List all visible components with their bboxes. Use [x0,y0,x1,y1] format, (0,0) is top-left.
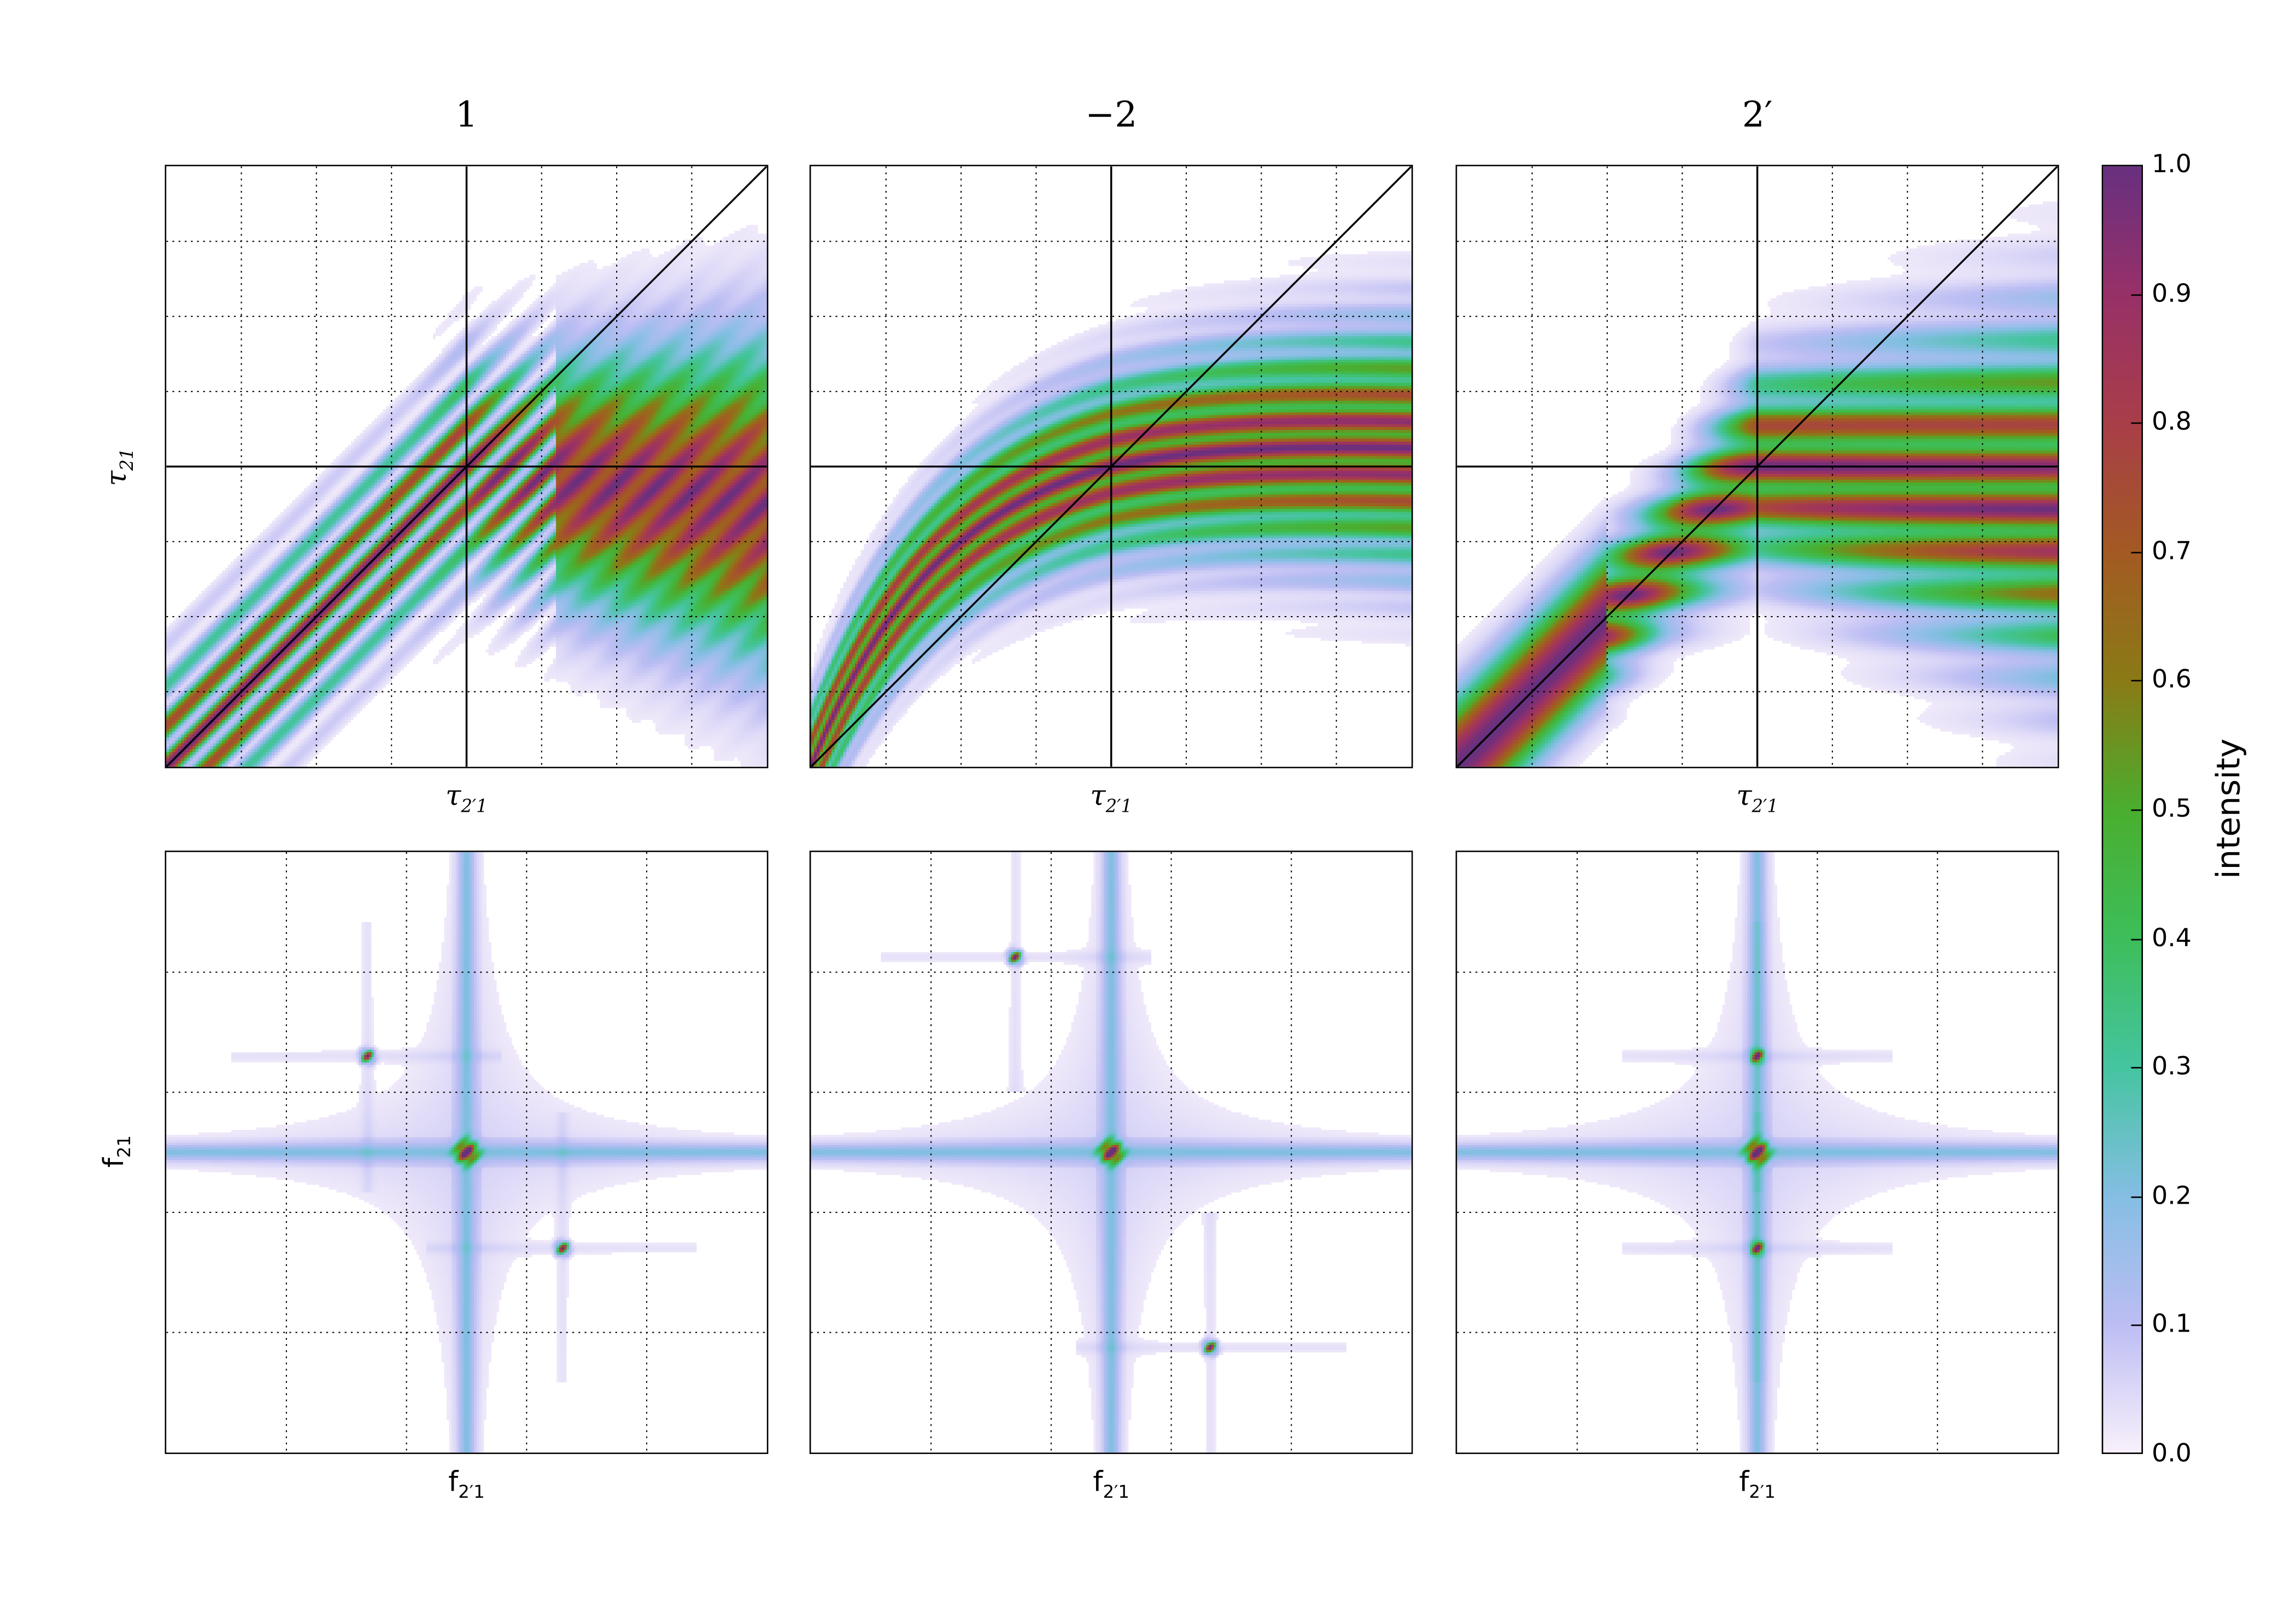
panel-title-3: 2′ [1742,94,1773,136]
xlabel-main: f [1739,1466,1749,1498]
xlabel-main: f [448,1466,459,1498]
heatmap-panel-3 [1455,165,2059,769]
grid-overlay [811,166,1411,767]
heatmap-panel-2 [809,165,1413,769]
grid-overlay [1457,166,2058,767]
colorbar-label: intensity [2211,738,2248,879]
xlabel-main: f [1093,1466,1103,1498]
heatmap-image-6 [1457,852,2058,1453]
colorbar-tick-label: 0.6 [2152,665,2192,695]
ylabel-main: τ [101,470,133,486]
xlabel-sub: 2′1 [1103,1481,1129,1503]
colorbar-tick-mark [2131,1067,2142,1069]
xlabel-sub: 2′1 [1749,1481,1776,1503]
colorbar-tick-mark [2131,1196,2142,1198]
diagonal-line [166,166,767,767]
grid-overlay [1457,852,2058,1453]
colorbar-tick-label: 0.1 [2152,1310,2192,1340]
colorbar-tick-mark [2131,423,2142,424]
colorbar-tick-mark [2131,1325,2142,1327]
colorbar-tick-label: 0.9 [2152,279,2192,309]
x-axis-label-3: τ2′1 [1456,780,2059,817]
ylabel-sub: 21 [116,448,138,471]
xlabel-sub: 2′1 [1105,795,1133,817]
x-axis-label-2: τ2′1 [810,780,1413,817]
colorbar-tick-label: 1.0 [2152,150,2192,180]
heatmap-panel-1 [165,165,769,769]
xlabel-sub: 2′1 [461,795,488,817]
grid-overlay [166,852,767,1453]
xlabel-main: τ [1736,779,1752,813]
ylabel-sub: 21 [114,1135,135,1158]
x-axis-label-1: τ2′1 [165,780,769,817]
grid-overlay [811,852,1411,1453]
colorbar-tick-label: 0.3 [2152,1052,2192,1082]
panel-title-2: −2 [1085,94,1138,136]
heatmap-panel-6 [1455,851,2059,1454]
colorbar-tick-mark [2131,294,2142,296]
colorbar-tick-mark [2131,680,2142,682]
colorbar-tick-label: 0.7 [2152,537,2192,566]
colorbar-tick-mark [2131,809,2142,811]
xlabel-main: τ [1090,779,1106,813]
y-axis-label-1: τ21 [101,448,137,486]
diagonal-line [1457,166,2058,767]
x-axis-label-6: f2′1 [1456,1466,2059,1503]
x-axis-label-4: f2′1 [165,1466,769,1503]
grid-overlay [166,166,767,767]
heatmap-image-5 [811,852,1411,1453]
xlabel-sub: 2′1 [458,1481,485,1503]
colorbar-tick-label: 0.0 [2152,1439,2192,1469]
colorbar-tick-mark [2131,552,2142,553]
xlabel-main: τ [446,779,461,813]
heatmap-panel-4 [165,851,769,1454]
xlabel-sub: 2′1 [1752,795,1778,817]
colorbar-tick-mark [2131,938,2142,940]
colorbar-tick-label: 0.2 [2152,1181,2192,1211]
ylabel-main: f [98,1157,131,1168]
x-axis-label-5: f2′1 [810,1466,1413,1503]
diagonal-line [811,166,1411,767]
panel-title-1: 1 [455,94,478,136]
colorbar-tick-label: 0.4 [2152,923,2192,953]
y-axis-label-4: f21 [98,1135,134,1168]
colorbar-tick-label: 0.8 [2152,408,2192,438]
heatmap-image-4 [166,852,767,1453]
colorbar-tick-label: 0.5 [2152,794,2192,824]
heatmap-panel-5 [809,851,1413,1454]
